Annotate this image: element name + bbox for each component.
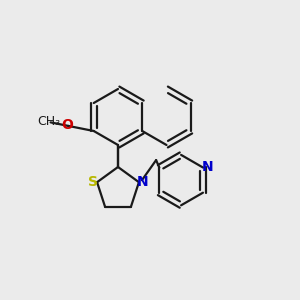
Text: CH₃: CH₃ bbox=[37, 115, 60, 128]
Text: S: S bbox=[88, 175, 98, 189]
Text: N: N bbox=[137, 175, 149, 189]
Text: O: O bbox=[61, 118, 73, 132]
Text: N: N bbox=[202, 160, 214, 175]
